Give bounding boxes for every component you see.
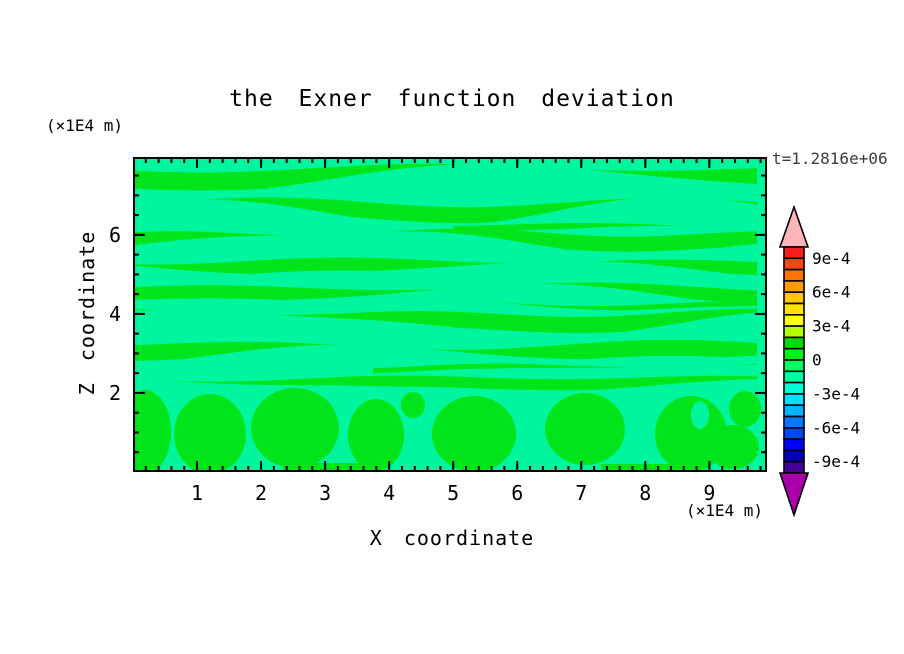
contour-blob bbox=[174, 394, 246, 472]
colorbar-segment bbox=[783, 393, 805, 406]
colorbar-under-arrow bbox=[778, 472, 810, 518]
contour-field bbox=[133, 157, 767, 472]
x-axis-title: X coordinate bbox=[369, 526, 535, 550]
colorbar-segment bbox=[783, 359, 805, 373]
colorbar-segment bbox=[783, 291, 805, 305]
x-tick-label: 6 bbox=[511, 481, 523, 505]
z-tick-label: 6 bbox=[109, 223, 121, 247]
contour-stripe bbox=[493, 301, 757, 311]
contour-blob bbox=[133, 390, 171, 472]
colorbar-label: -3e-4 bbox=[812, 384, 860, 403]
contour-bottom-strip bbox=[601, 464, 678, 472]
colorbar: 9e-4 6e-4 3e-4 0 -3e-4 -6e-4 -9e-4 bbox=[778, 204, 860, 518]
z-axis-unit-label: (×1E4 m) bbox=[46, 116, 124, 135]
contour-blob bbox=[251, 388, 339, 468]
colorbar-segment bbox=[783, 438, 805, 452]
x-tick-label: 2 bbox=[255, 481, 267, 505]
colorbar-label: -9e-4 bbox=[812, 452, 860, 471]
contour-stripe bbox=[133, 339, 757, 362]
colorbar-label: 3e-4 bbox=[812, 317, 851, 336]
contour-stripe bbox=[133, 282, 757, 304]
contour-stripe bbox=[133, 228, 757, 252]
colorbar-over-arrow bbox=[778, 204, 810, 248]
contour-blob bbox=[432, 396, 516, 472]
x-tick-label: 8 bbox=[639, 481, 651, 505]
colorbar-segment bbox=[783, 370, 805, 384]
colorbar-segment bbox=[783, 280, 805, 294]
contour-blob bbox=[401, 392, 425, 418]
plot-frame bbox=[133, 157, 767, 472]
colorbar-segment bbox=[783, 314, 805, 327]
contour-blob bbox=[348, 399, 404, 471]
colorbar-label: -6e-4 bbox=[812, 418, 860, 437]
x-tick-label: 3 bbox=[319, 481, 331, 505]
colorbar-segment bbox=[783, 415, 805, 429]
contour-stripe bbox=[453, 223, 765, 232]
chart-title: the Exner function deviation bbox=[229, 86, 675, 112]
colorbar-segment bbox=[783, 268, 805, 282]
colorbar-segment bbox=[783, 246, 805, 260]
colorbar-segment bbox=[783, 325, 805, 339]
colorbar-segment bbox=[783, 449, 805, 463]
z-tick-label: 4 bbox=[109, 302, 121, 326]
contour-stripe bbox=[133, 197, 757, 224]
contour-plot: 1 2 3 4 5 6 7 8 9 2 4 6 bbox=[109, 157, 767, 505]
colorbar-segment bbox=[783, 302, 805, 316]
colorbar-segment bbox=[783, 347, 805, 361]
contour-blob bbox=[729, 391, 761, 427]
contour-stripe bbox=[133, 375, 757, 391]
colorbar-segment bbox=[783, 336, 805, 350]
contour-blob bbox=[545, 393, 625, 465]
colorbar-segment bbox=[783, 381, 805, 395]
x-axis-unit-label: (×1E4 m) bbox=[686, 501, 764, 520]
x-tick-label: 7 bbox=[575, 481, 587, 505]
z-axis-title: Z coordinate bbox=[75, 230, 99, 396]
contour-stripe bbox=[373, 363, 757, 374]
x-tick-label: 9 bbox=[703, 481, 715, 505]
colorbar-segment bbox=[783, 460, 805, 474]
contour-stripe bbox=[133, 257, 757, 275]
time-annotation: t=1.2816e+06 bbox=[772, 149, 888, 168]
x-tick-label: 5 bbox=[447, 481, 459, 505]
contour-blob bbox=[707, 425, 759, 469]
contour-stripe bbox=[133, 163, 757, 191]
z-tick-label: 2 bbox=[109, 381, 121, 405]
colorbar-segment bbox=[783, 427, 805, 440]
x-tick-label: 1 bbox=[191, 481, 203, 505]
colorbar-label: 9e-4 bbox=[812, 249, 851, 268]
contour-stripe bbox=[133, 308, 757, 333]
colorbar-segment bbox=[783, 257, 805, 271]
colorbar-label: 6e-4 bbox=[812, 283, 851, 302]
colorbar-label: 0 bbox=[812, 351, 822, 370]
x-tick-label: 4 bbox=[383, 481, 395, 505]
contour-hole bbox=[691, 401, 709, 429]
colorbar-segment bbox=[783, 404, 805, 418]
